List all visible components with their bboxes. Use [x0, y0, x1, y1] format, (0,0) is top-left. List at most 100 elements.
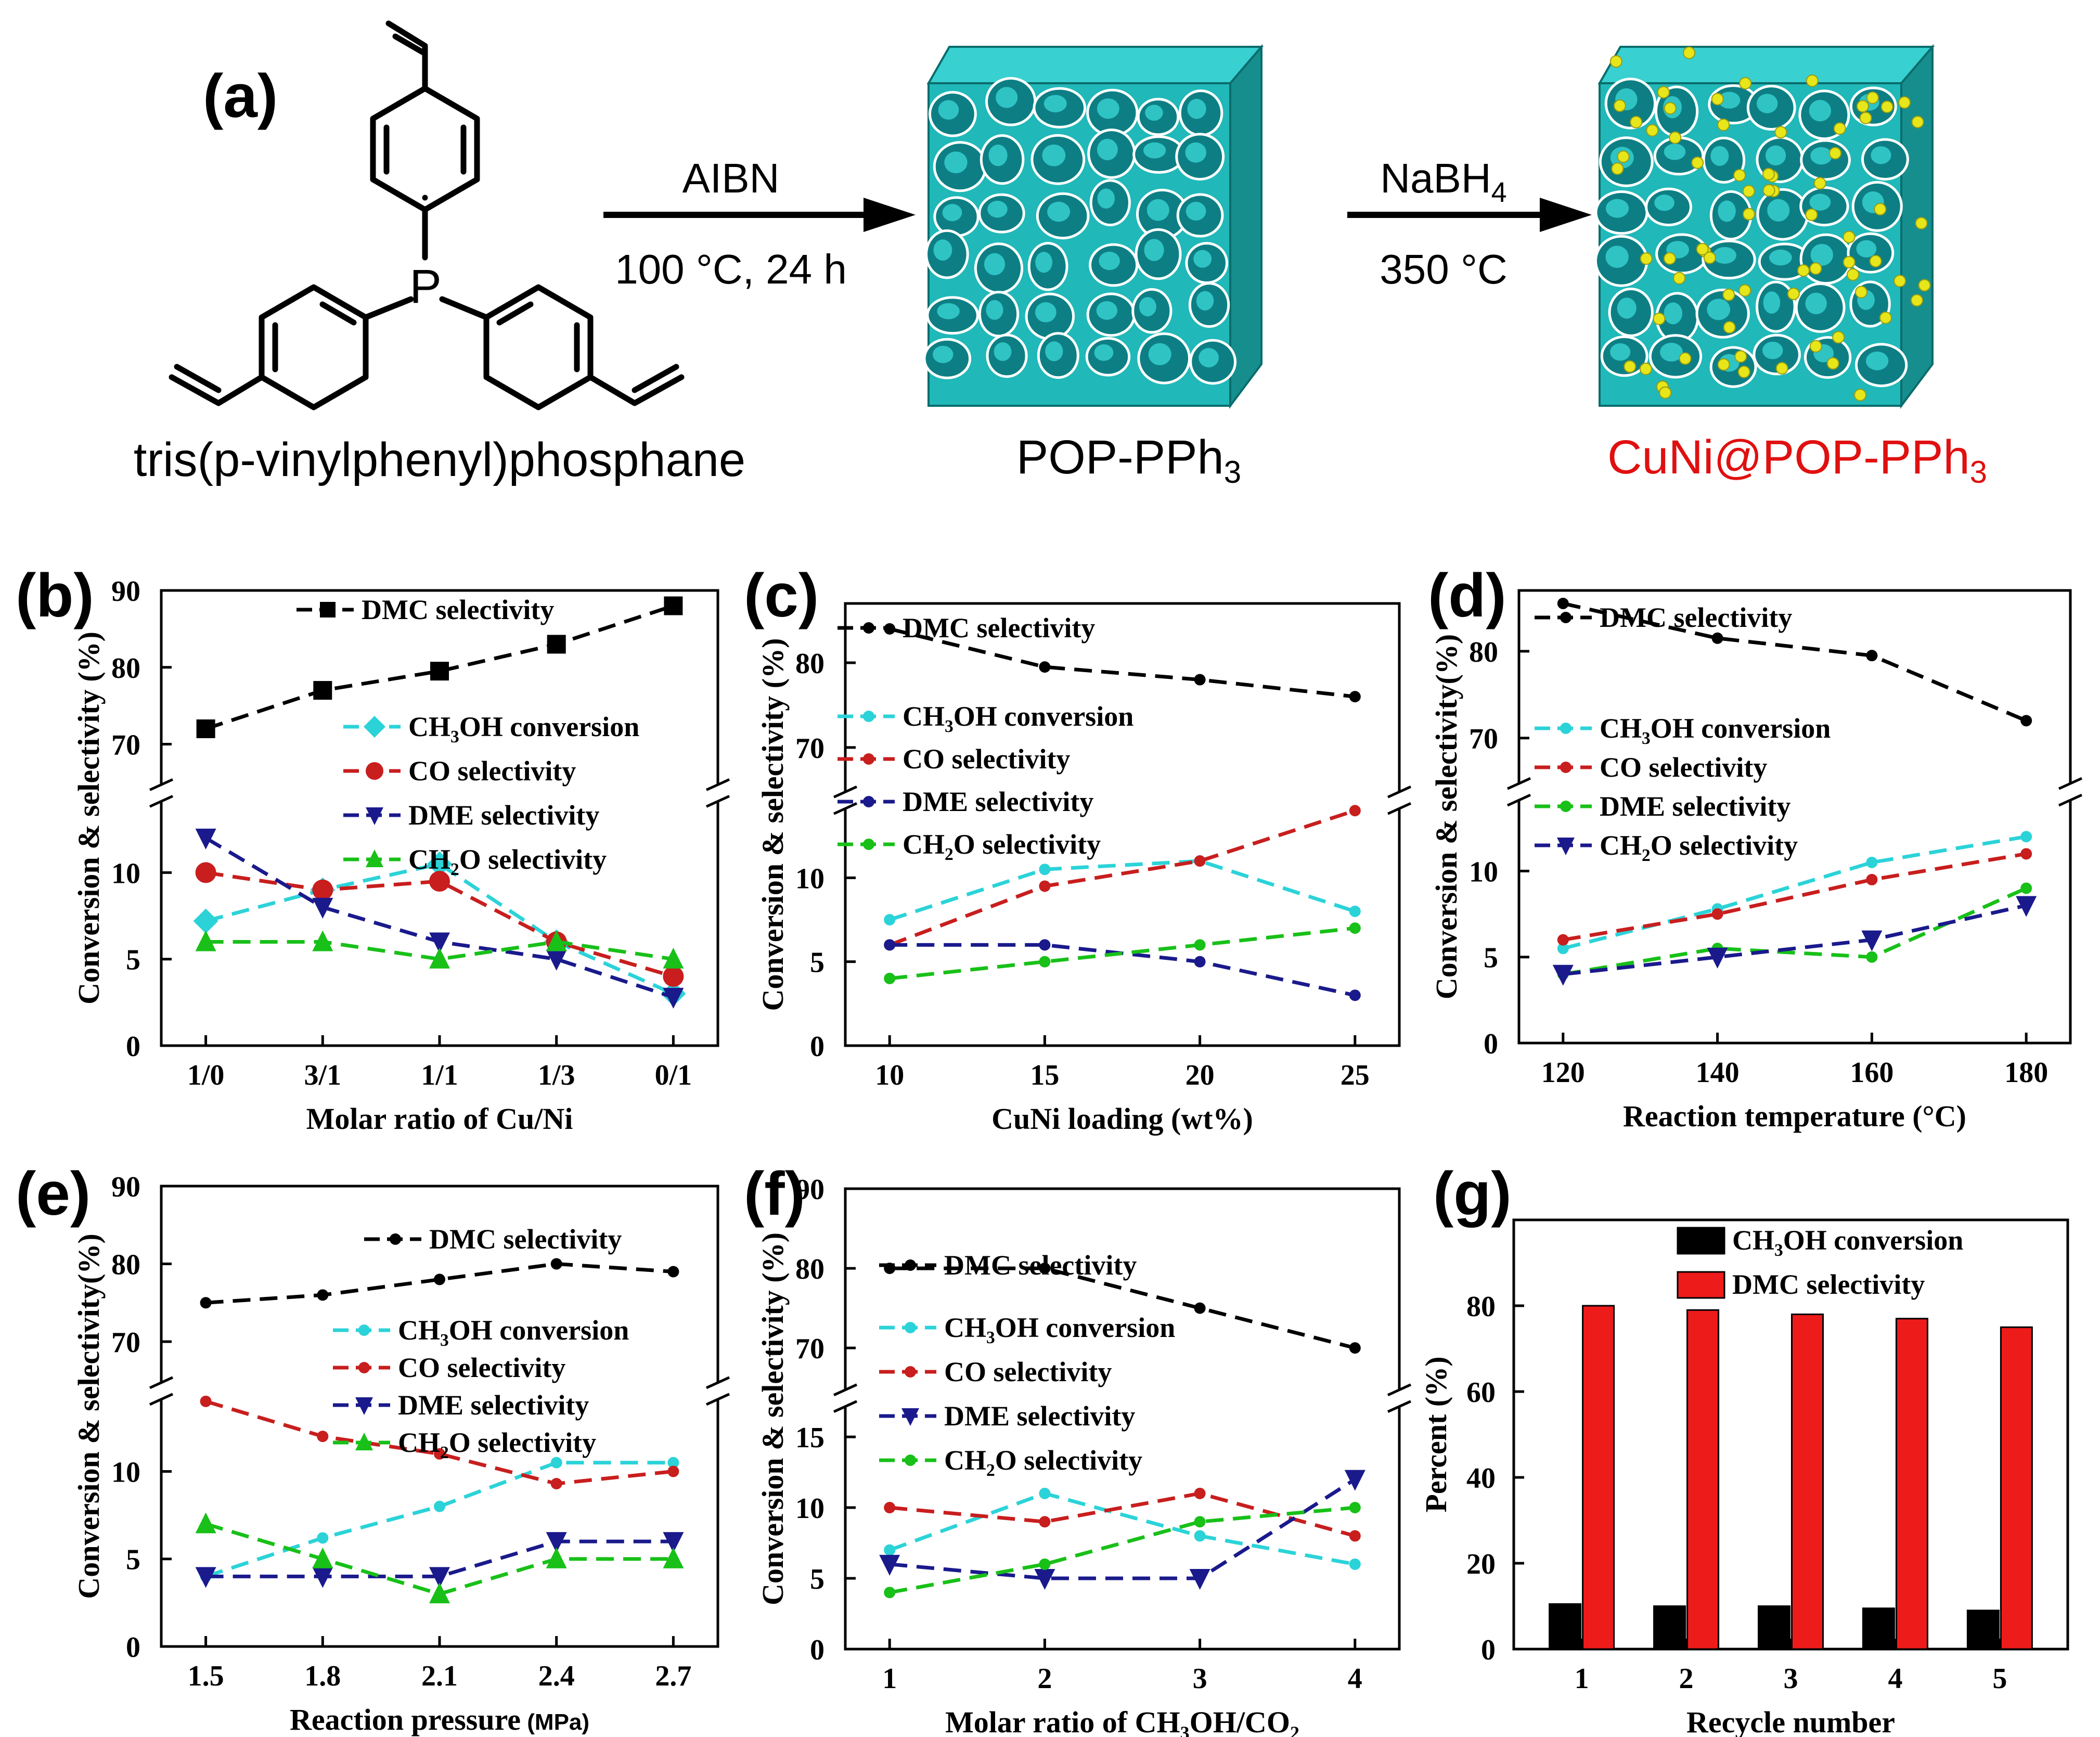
- x-tick-label: 10: [875, 1059, 904, 1091]
- data-point-marker: [1349, 805, 1361, 817]
- pore-highlight: [1035, 252, 1052, 273]
- axis-break-mark: [1387, 1400, 1412, 1413]
- reaction-arrowhead-2: [1540, 198, 1592, 232]
- panel-label: (b): [16, 561, 94, 630]
- pore-highlight: [938, 100, 959, 120]
- y-tick-label: 70: [795, 1333, 824, 1365]
- pore-highlight: [1810, 243, 1833, 266]
- panel-label-a: (a): [203, 62, 278, 131]
- metal-nanoparticle: [1843, 255, 1856, 268]
- bar-ch3oh-conversion: [1653, 1605, 1686, 1650]
- legend-entry: DMC selectivity: [944, 1250, 1137, 1281]
- bar-dmc-selectivity: [1582, 1305, 1615, 1650]
- axis-break-mark: [1387, 1383, 1412, 1396]
- pore-highlight: [1145, 105, 1163, 121]
- pore-highlight: [1710, 146, 1729, 166]
- metal-nanoparticle: [1609, 55, 1622, 68]
- data-point-marker: [1194, 1302, 1206, 1314]
- panel-label: (f): [744, 1160, 805, 1228]
- data-point-marker: [355, 1433, 373, 1450]
- pore-highlight: [1193, 250, 1212, 268]
- metal-nanoparticle: [1722, 288, 1735, 301]
- metal-nanoparticle: [1918, 279, 1931, 292]
- data-point-marker: [1189, 1569, 1210, 1590]
- pore-highlight: [1757, 94, 1778, 113]
- series-line-4: [889, 926, 1356, 981]
- plot-frame: [844, 1187, 1401, 1651]
- data-point-marker: [1039, 880, 1051, 892]
- legend-swatch: [1677, 1227, 1725, 1255]
- x-tick-label: 1.8: [304, 1660, 341, 1692]
- data-point-marker: [546, 949, 567, 971]
- y-tick-label: 40: [1466, 1462, 1496, 1495]
- data-point-marker: [1711, 908, 1723, 920]
- axis-break-mark: [1506, 777, 1531, 790]
- metal-nanoparticle: [1653, 312, 1666, 325]
- data-point-marker: [879, 1554, 900, 1576]
- axis-break-mark: [705, 795, 730, 808]
- left-ring-double-bond: [319, 301, 357, 326]
- legend-entry: CH3OH conversion: [1732, 1225, 1963, 1260]
- monomer-label: tris(p-vinylphenyl)phosphane: [134, 433, 745, 486]
- data-point-marker: [1194, 674, 1206, 686]
- y-axis-label: Conversion & selectivity (%): [72, 632, 106, 1005]
- pore-highlight: [1605, 246, 1629, 268]
- x-tick-label: 0/1: [655, 1059, 692, 1091]
- data-point-marker: [905, 1366, 916, 1378]
- metal-nanoparticle: [1743, 208, 1756, 221]
- data-point-marker: [1349, 989, 1361, 1001]
- data-point-marker: [664, 596, 683, 615]
- legend-entry: CH2O selectivity: [903, 829, 1101, 864]
- y-tick-label: 10: [795, 1492, 824, 1525]
- x-tick-label: 140: [1696, 1057, 1740, 1089]
- series-line-0: [205, 1262, 674, 1305]
- legend-entry: CH2O selectivity: [398, 1427, 596, 1462]
- data-point-marker: [429, 871, 450, 892]
- data-point-marker: [1560, 612, 1571, 623]
- metal-nanoparticle: [1809, 340, 1822, 353]
- data-point-marker: [546, 1547, 567, 1568]
- x-tick-label: 3: [1784, 1663, 1798, 1695]
- data-point-marker: [546, 930, 567, 951]
- metal-nanoparticle: [1856, 100, 1869, 113]
- metal-nanoparticle: [1775, 362, 1788, 375]
- step1-reagent: AIBN: [682, 155, 780, 201]
- data-point-marker: [2020, 831, 2032, 843]
- series-line-2: [205, 1399, 674, 1486]
- metal-nanoparticle: [1611, 162, 1624, 175]
- data-point-marker: [1866, 873, 1878, 885]
- axis-break-mark: [705, 1393, 730, 1406]
- pore-highlight: [1805, 292, 1827, 315]
- data-point-marker: [863, 711, 874, 722]
- x-tick-label: 1/0: [187, 1059, 225, 1091]
- y-tick-label: 80: [111, 1249, 140, 1281]
- y-tick-label: 10: [795, 863, 824, 895]
- axis-break-mark: [2058, 793, 2083, 807]
- pore-highlight: [1097, 138, 1118, 161]
- data-point-marker: [1039, 1558, 1051, 1570]
- y-tick-label: 10: [111, 857, 140, 890]
- series-line-3: [889, 1477, 1356, 1580]
- data-point-marker: [1557, 934, 1569, 946]
- data-point-marker: [1861, 930, 1883, 951]
- data-point-marker: [1194, 1516, 1206, 1528]
- metal-nanoparticle: [1673, 272, 1686, 285]
- pore-highlight: [1146, 199, 1169, 221]
- y-tick-label: 5: [126, 1544, 140, 1576]
- data-point-marker: [663, 1547, 684, 1568]
- pore-highlight: [1096, 301, 1117, 320]
- pore-highlight: [937, 303, 960, 319]
- y-tick-label: 5: [126, 944, 140, 976]
- data-point-marker: [427, 851, 452, 877]
- series-line-1: [889, 1491, 1356, 1566]
- product2-label: CuNi@POP-PPh3: [1607, 431, 1987, 490]
- metal-nanoparticle: [1679, 352, 1692, 365]
- data-point-marker: [434, 1448, 445, 1460]
- right-ring-double-bond: [496, 301, 534, 326]
- metal-nanoparticle: [1915, 217, 1928, 230]
- pore-highlight: [1187, 99, 1206, 119]
- axis-break-mark: [1387, 785, 1412, 799]
- data-point-marker: [195, 930, 216, 951]
- metal-nanoparticle: [1683, 46, 1696, 59]
- data-point-marker: [317, 1289, 329, 1301]
